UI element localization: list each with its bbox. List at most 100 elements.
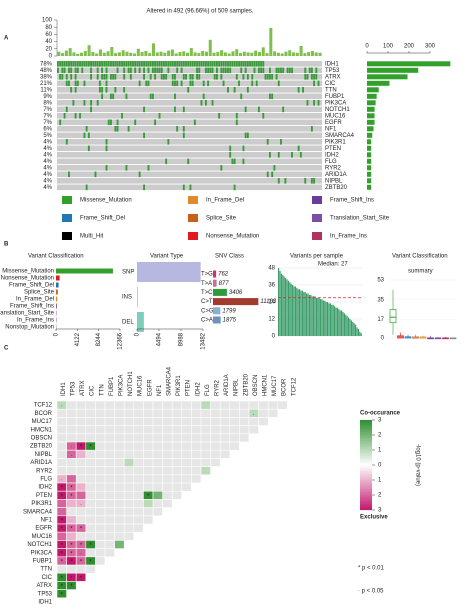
bar bbox=[310, 294, 312, 336]
row-background bbox=[57, 158, 322, 165]
bar bbox=[353, 323, 355, 336]
colorbar-step bbox=[360, 469, 372, 472]
bar bbox=[213, 298, 259, 306]
colorbar-step bbox=[360, 466, 372, 469]
cell bbox=[56, 400, 67, 410]
column-label: MUC17 bbox=[272, 375, 278, 396]
bar bbox=[57, 51, 61, 56]
grid-cell bbox=[143, 474, 154, 484]
grid-cell bbox=[239, 400, 250, 410]
grid-cell bbox=[181, 417, 192, 426]
percent-label: 4% bbox=[43, 185, 52, 191]
bar bbox=[297, 289, 299, 336]
bar bbox=[294, 286, 296, 336]
bar bbox=[189, 48, 193, 56]
bar bbox=[212, 52, 216, 56]
gene-label: SMARCA4 bbox=[325, 133, 355, 139]
bar bbox=[56, 268, 113, 274]
colorbar-step bbox=[360, 475, 372, 478]
bar bbox=[334, 306, 336, 336]
bar bbox=[315, 297, 317, 336]
cell bbox=[85, 540, 96, 549]
bar bbox=[320, 299, 322, 336]
bar bbox=[231, 51, 235, 56]
bar bbox=[367, 100, 376, 106]
cell bbox=[66, 499, 77, 508]
colorbar-step bbox=[360, 432, 372, 434]
grid-cell bbox=[56, 425, 67, 435]
y-tick-label: 48 bbox=[268, 266, 275, 272]
grid-cell bbox=[171, 449, 183, 459]
x-tick-label: 300 bbox=[425, 44, 436, 50]
category-label: Splice_Site bbox=[24, 290, 55, 296]
value-label: 762 bbox=[218, 272, 229, 278]
bar bbox=[220, 50, 224, 56]
cell-label: * bbox=[80, 445, 83, 451]
category-label: T>C bbox=[201, 290, 213, 296]
bar bbox=[136, 48, 140, 56]
grid-cell bbox=[267, 408, 279, 418]
bar bbox=[114, 53, 118, 56]
grid-cell bbox=[75, 466, 87, 476]
bar bbox=[125, 51, 129, 56]
bar bbox=[216, 52, 220, 56]
percent-label: 6% bbox=[43, 126, 52, 132]
bar bbox=[360, 333, 362, 336]
grid-cell bbox=[171, 433, 183, 443]
grid-cell bbox=[104, 531, 115, 541]
cell bbox=[66, 474, 77, 484]
colorbar-step bbox=[360, 453, 372, 455]
colorbar-step bbox=[360, 493, 372, 496]
percent-label: 4% bbox=[43, 159, 52, 165]
bar bbox=[64, 50, 68, 56]
legend-swatch bbox=[62, 196, 72, 204]
grid-cell bbox=[191, 458, 202, 467]
column-label: ARID1A bbox=[224, 374, 230, 396]
colorbar-step bbox=[360, 507, 372, 509]
bar bbox=[306, 293, 308, 336]
legend-swatch bbox=[312, 196, 322, 204]
grid-cell bbox=[219, 425, 231, 435]
grid-cell bbox=[104, 441, 115, 451]
grid-cell bbox=[66, 400, 77, 410]
grid-cell bbox=[152, 408, 163, 418]
cell-label: * bbox=[70, 527, 73, 533]
bar bbox=[367, 152, 372, 158]
row-background bbox=[57, 165, 322, 171]
bar bbox=[227, 53, 231, 56]
grid-cell bbox=[123, 425, 135, 435]
panel-letter: C bbox=[4, 346, 9, 352]
grid-cell bbox=[219, 449, 231, 459]
grid-cell bbox=[143, 408, 154, 418]
colorbar-step bbox=[360, 423, 372, 425]
cell-label: * bbox=[61, 576, 64, 582]
cell-label: · bbox=[253, 412, 255, 418]
cell-label: * bbox=[70, 576, 73, 582]
cell bbox=[123, 458, 135, 467]
cell-label: * bbox=[70, 584, 73, 590]
grid-cell bbox=[200, 433, 211, 443]
bar bbox=[279, 270, 281, 336]
cell-label: * bbox=[89, 559, 92, 565]
legend-swatch bbox=[62, 232, 72, 240]
grid-cell bbox=[277, 400, 288, 410]
column-label: RYR2 bbox=[214, 379, 220, 396]
bar bbox=[239, 53, 243, 56]
row-label: BCOR bbox=[35, 411, 53, 417]
bar bbox=[303, 292, 305, 336]
legend-label: Missense_Mutation bbox=[80, 198, 132, 204]
bar bbox=[308, 294, 310, 336]
grid-cell bbox=[200, 425, 211, 435]
gene-label: EGFR bbox=[325, 120, 342, 126]
grid-cell bbox=[229, 441, 240, 451]
subtitle: summary bbox=[408, 269, 433, 275]
y-tick-label: 0 bbox=[272, 334, 276, 340]
bar bbox=[283, 276, 285, 336]
bar bbox=[336, 307, 338, 336]
bar bbox=[300, 290, 302, 336]
bar bbox=[367, 158, 372, 164]
colorbar-step bbox=[360, 420, 372, 422]
grid-cell bbox=[85, 449, 96, 459]
grid-cell bbox=[95, 417, 106, 426]
row-background bbox=[57, 106, 322, 113]
